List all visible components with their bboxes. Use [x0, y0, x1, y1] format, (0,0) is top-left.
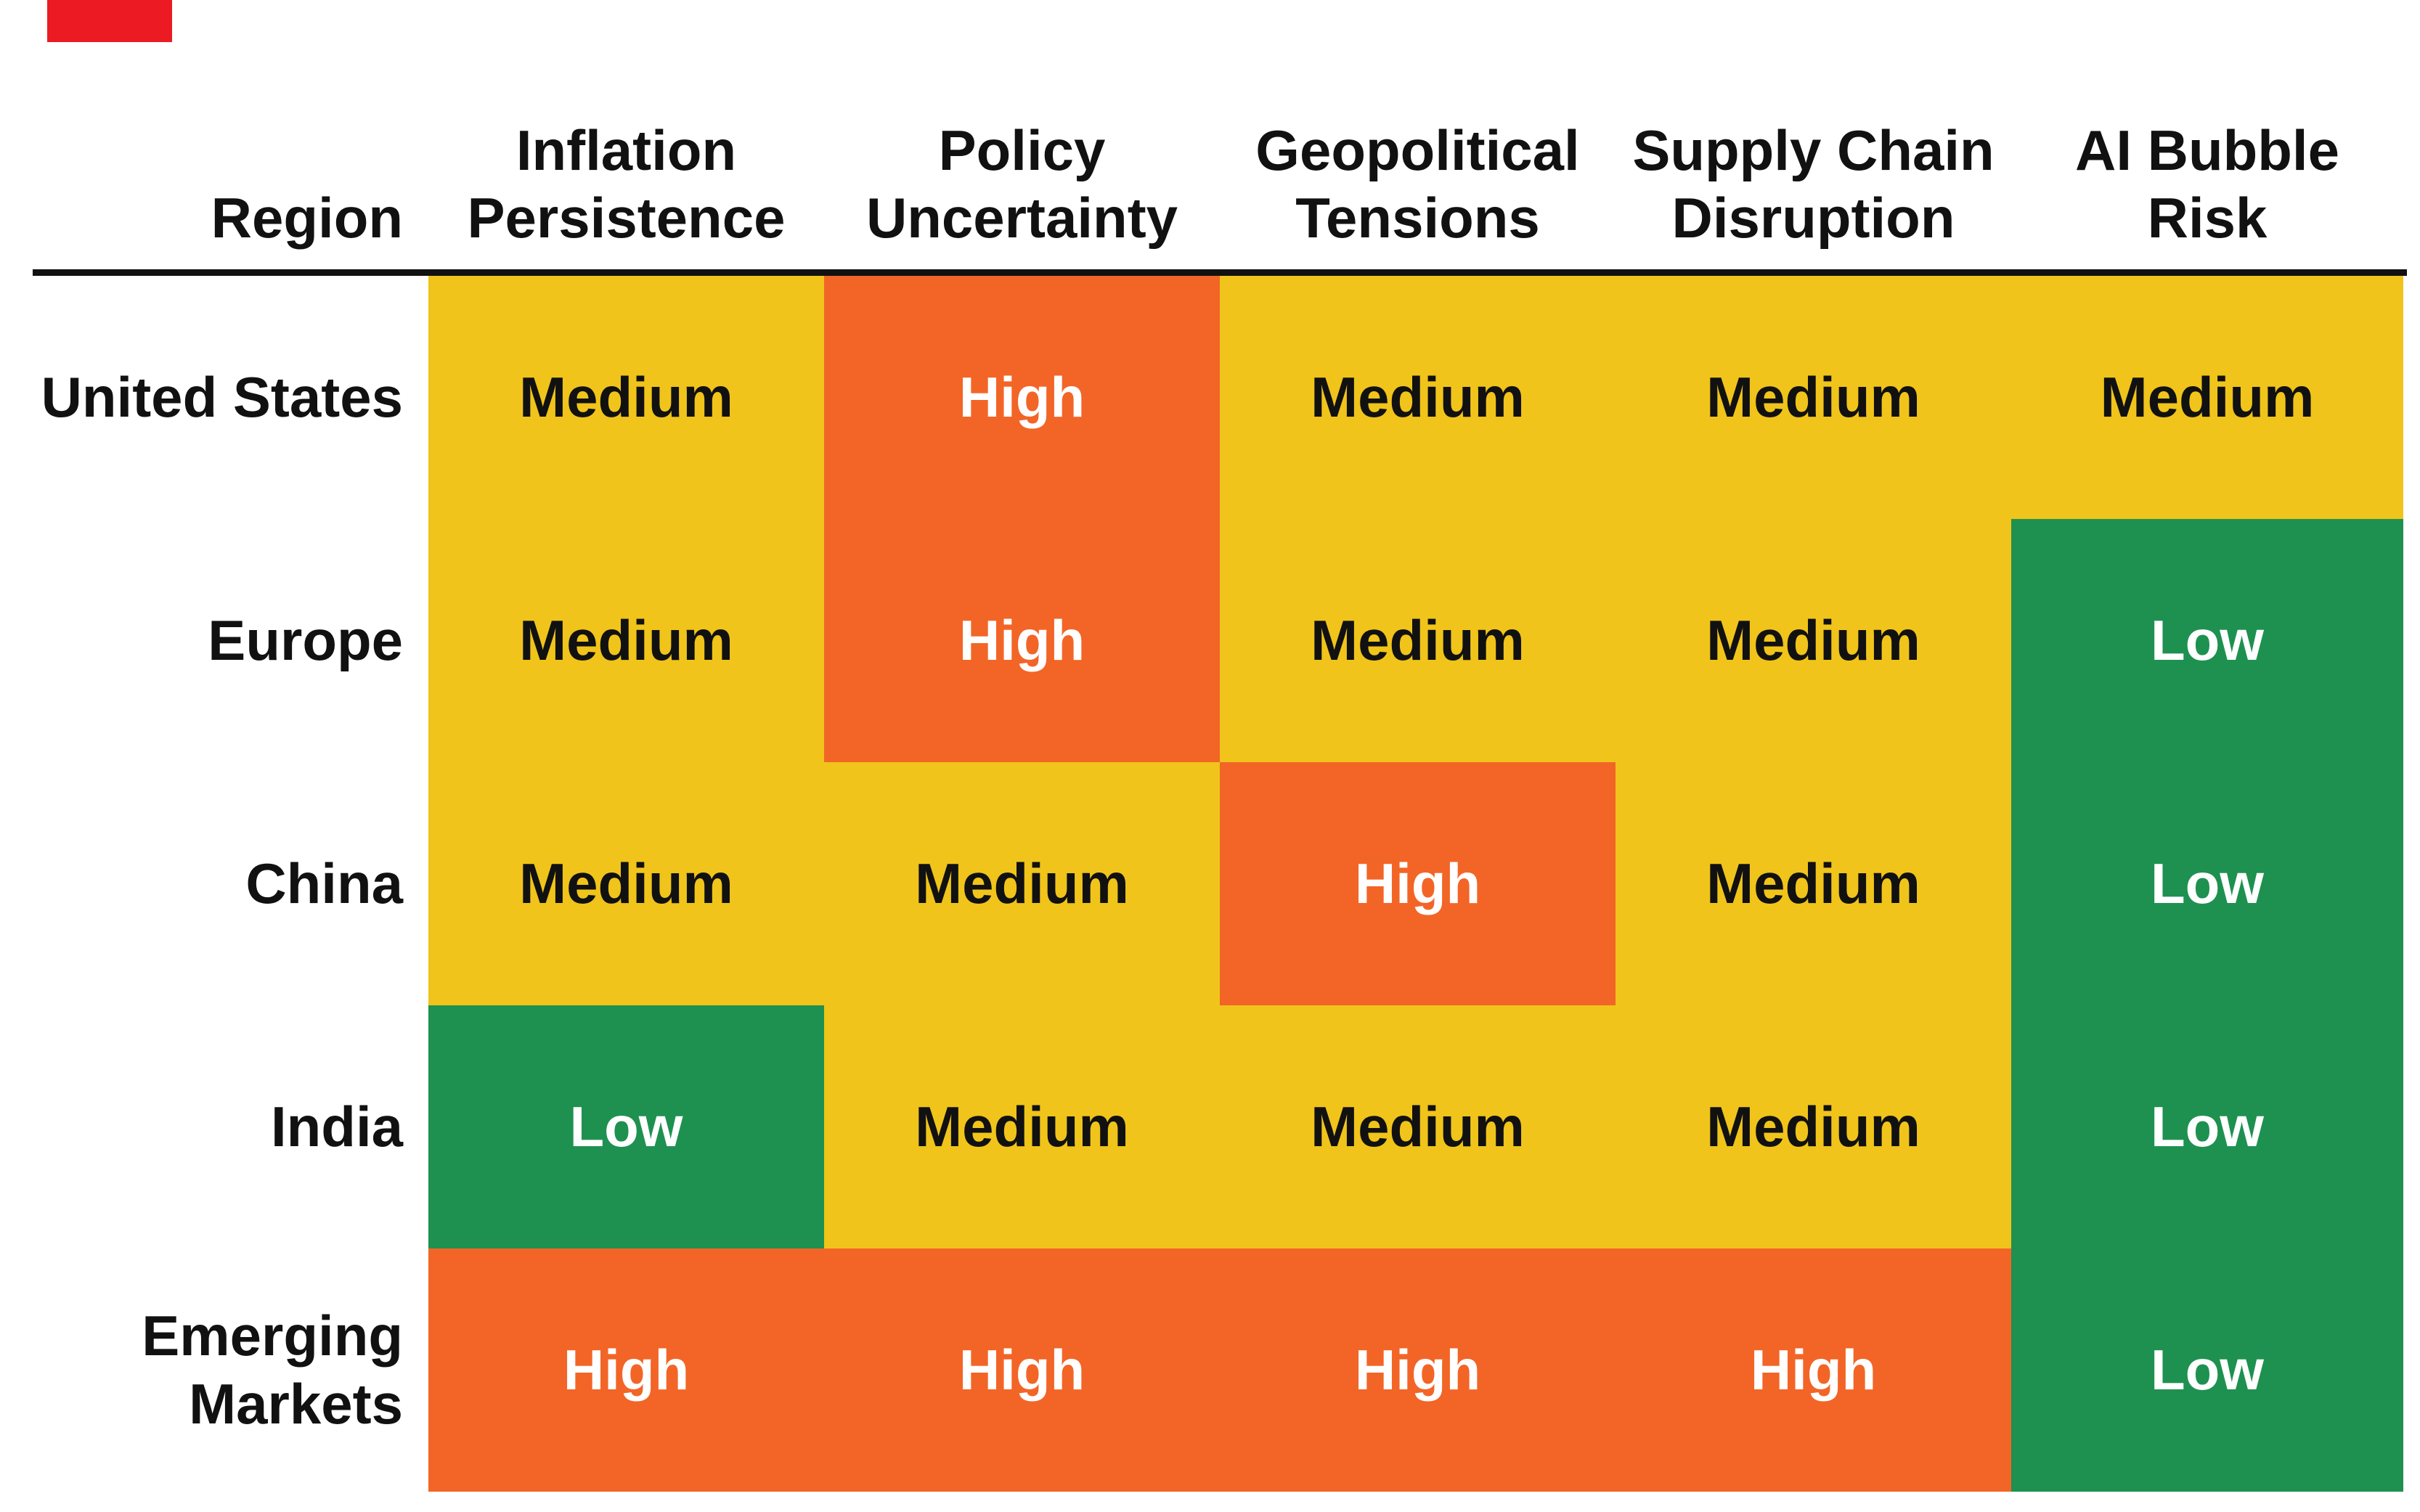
matrix-cell: Medium [428, 519, 824, 762]
matrix-cell: High [1220, 1249, 1616, 1492]
column-header-ai-bubble-risk: AI Bubble Risk [2075, 118, 2339, 250]
matrix-cell: High [824, 1249, 1220, 1492]
matrix-cell: Medium [428, 276, 824, 519]
column-header-geopolitical-tensions: Geopolitical Tensions [1255, 118, 1580, 250]
matrix-cell: Medium [1220, 1005, 1616, 1249]
matrix-cell: Medium [1220, 519, 1616, 762]
matrix-cell: Low [2011, 1005, 2403, 1249]
column-header-inflation-persistence: Inflation Persistence [467, 118, 786, 250]
matrix-cell: Medium [1616, 1005, 2011, 1249]
matrix-cell: High [1220, 762, 1616, 1005]
column-header-policy-uncertainty: Policy Uncertainty [865, 118, 1178, 250]
matrix-cell: Low [428, 1005, 824, 1249]
matrix-cell: High [824, 276, 1220, 519]
row-label-europe: Europe [208, 608, 403, 672]
matrix-cell: Medium [2011, 276, 2403, 519]
corner-red-mark [47, 0, 172, 42]
matrix-cell: High [824, 519, 1220, 762]
matrix-cell: High [1616, 1249, 2011, 1492]
row-label-emerging-markets: Emerging Markets [142, 1303, 403, 1436]
header-divider-line [33, 269, 2407, 276]
matrix-cell: Medium [428, 762, 824, 1005]
matrix-cell: High [428, 1249, 824, 1492]
column-header-region: Region [211, 186, 403, 250]
matrix-cell: Medium [824, 762, 1220, 1005]
row-label-united-states: United States [41, 364, 403, 429]
matrix-cell: Medium [1616, 519, 2011, 762]
matrix-cell: Medium [1616, 762, 2011, 1005]
column-header-supply-chain: Supply Chain Disruption [1632, 118, 1995, 250]
row-label-china: China [245, 851, 403, 915]
matrix-cell: Low [2011, 519, 2403, 762]
row-label-india: India [270, 1094, 403, 1158]
matrix-cell: Medium [824, 1005, 1220, 1249]
matrix-cell: Low [2011, 762, 2403, 1005]
matrix-cell: Medium [1616, 276, 2011, 519]
matrix-cell: Low [2011, 1249, 2403, 1492]
matrix-cell: Medium [1220, 276, 1616, 519]
